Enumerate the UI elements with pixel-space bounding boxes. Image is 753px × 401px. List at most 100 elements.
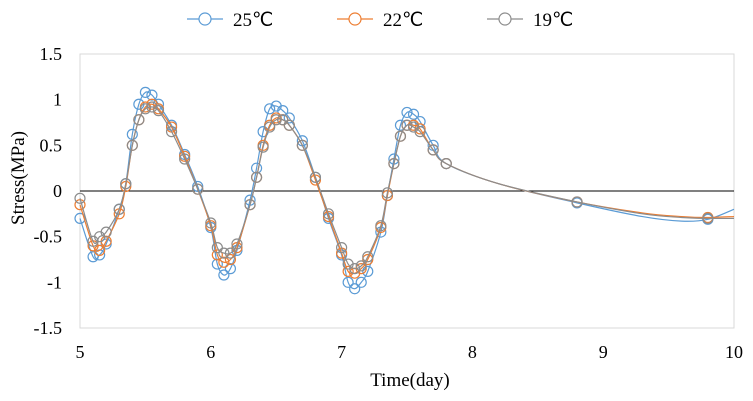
- legend-marker: [198, 12, 212, 26]
- data-point: [414, 126, 426, 138]
- x-tick-label: 7: [337, 342, 346, 362]
- data-point: [250, 162, 263, 174]
- data-point: [165, 126, 178, 138]
- data-point: [218, 247, 230, 259]
- legend: 25℃ 22℃ 19℃: [187, 10, 573, 31]
- data-point: [440, 158, 452, 170]
- plot-area: [74, 86, 735, 295]
- data-point: [224, 263, 237, 275]
- y-tick-label: 1: [53, 90, 62, 110]
- x-tick-label: 5: [76, 342, 85, 362]
- data-point: [375, 220, 387, 232]
- data-point: [322, 208, 335, 220]
- y-tick-label: 0: [53, 181, 62, 201]
- data-point: [205, 217, 217, 229]
- data-point: [381, 187, 393, 199]
- data-point: [349, 263, 361, 275]
- y-axis-label: Stress(MPa): [8, 131, 29, 225]
- data-point: [401, 106, 413, 119]
- data-point: [179, 150, 191, 162]
- data-point: [407, 108, 420, 120]
- data-point: [87, 251, 99, 263]
- data-point: [264, 103, 276, 115]
- x-axis-label: Time(day): [370, 370, 450, 391]
- data-point: [211, 258, 223, 270]
- data-point: [133, 114, 145, 126]
- y-tick-label: 0.5: [40, 135, 63, 155]
- data-point: [94, 244, 106, 256]
- data-point: [205, 220, 217, 232]
- data-point: [218, 256, 230, 268]
- data-point: [349, 283, 361, 295]
- data-point: [277, 105, 289, 117]
- x-tick-label: 9: [599, 342, 608, 362]
- series-2: [74, 101, 735, 275]
- data-point: [342, 276, 354, 288]
- data-point: [126, 128, 138, 140]
- legend-label: 19℃: [533, 10, 573, 31]
- data-point: [394, 130, 407, 142]
- data-point: [146, 101, 158, 113]
- data-point: [264, 121, 276, 133]
- series-line: [79, 103, 735, 275]
- data-point: [192, 183, 204, 195]
- legend-label: 22℃: [383, 10, 423, 31]
- series-line: [79, 106, 735, 270]
- data-point: [231, 238, 243, 250]
- data-point: [211, 242, 223, 254]
- data-point: [120, 178, 132, 190]
- data-point: [394, 119, 407, 131]
- x-tick-label: 10: [725, 342, 743, 362]
- x-tick-label: 6: [206, 342, 215, 362]
- data-point: [100, 226, 112, 238]
- data-point: [113, 203, 125, 215]
- data-point: [152, 105, 165, 117]
- data-point: [179, 153, 191, 165]
- data-point: [283, 112, 295, 124]
- y-tick-label: 1.5: [40, 44, 63, 64]
- axes: 1.5 1 0.5 0 -0.5 -1 -1.5 5 6 7 8 9 10: [34, 44, 744, 362]
- data-point: [74, 212, 86, 224]
- data-point: [270, 114, 282, 126]
- data-point: [211, 249, 223, 261]
- data-point: [296, 139, 308, 151]
- data-point: [388, 158, 400, 170]
- data-point: [342, 265, 354, 277]
- data-point: [362, 253, 374, 266]
- data-point: [355, 260, 367, 272]
- data-point: [74, 192, 86, 204]
- x-tick-label: 8: [468, 342, 477, 362]
- data-point: [257, 141, 269, 153]
- data-point: [427, 144, 439, 156]
- y-tick-label: -1: [47, 272, 62, 292]
- data-point: [100, 238, 112, 250]
- series-line: [79, 91, 735, 290]
- data-point: [250, 171, 263, 183]
- data-point: [355, 276, 367, 288]
- data-point: [139, 103, 151, 115]
- data-point: [571, 196, 583, 208]
- data-point: [309, 174, 322, 186]
- data-point: [146, 89, 158, 101]
- data-point: [126, 139, 138, 151]
- y-tick-label: -0.5: [34, 227, 63, 247]
- data-point: [283, 119, 295, 131]
- data-point: [362, 251, 374, 263]
- data-point: [362, 265, 374, 277]
- legend-label: 25℃: [233, 10, 273, 31]
- legend-item: 22℃: [337, 10, 423, 31]
- legend-item: 19℃: [487, 10, 573, 31]
- data-point: [414, 123, 426, 135]
- legend-item: 25℃: [187, 10, 273, 31]
- legend-marker: [348, 12, 362, 26]
- data-point: [322, 210, 335, 223]
- data-point: [336, 242, 348, 254]
- data-point: [244, 199, 256, 211]
- series-1: [74, 98, 735, 279]
- y-tick-label: -1.5: [34, 318, 63, 338]
- legend-marker: [498, 12, 512, 26]
- data-point: [309, 171, 322, 183]
- data-point: [401, 119, 413, 131]
- data-point: [139, 86, 151, 98]
- data-point: [218, 269, 230, 281]
